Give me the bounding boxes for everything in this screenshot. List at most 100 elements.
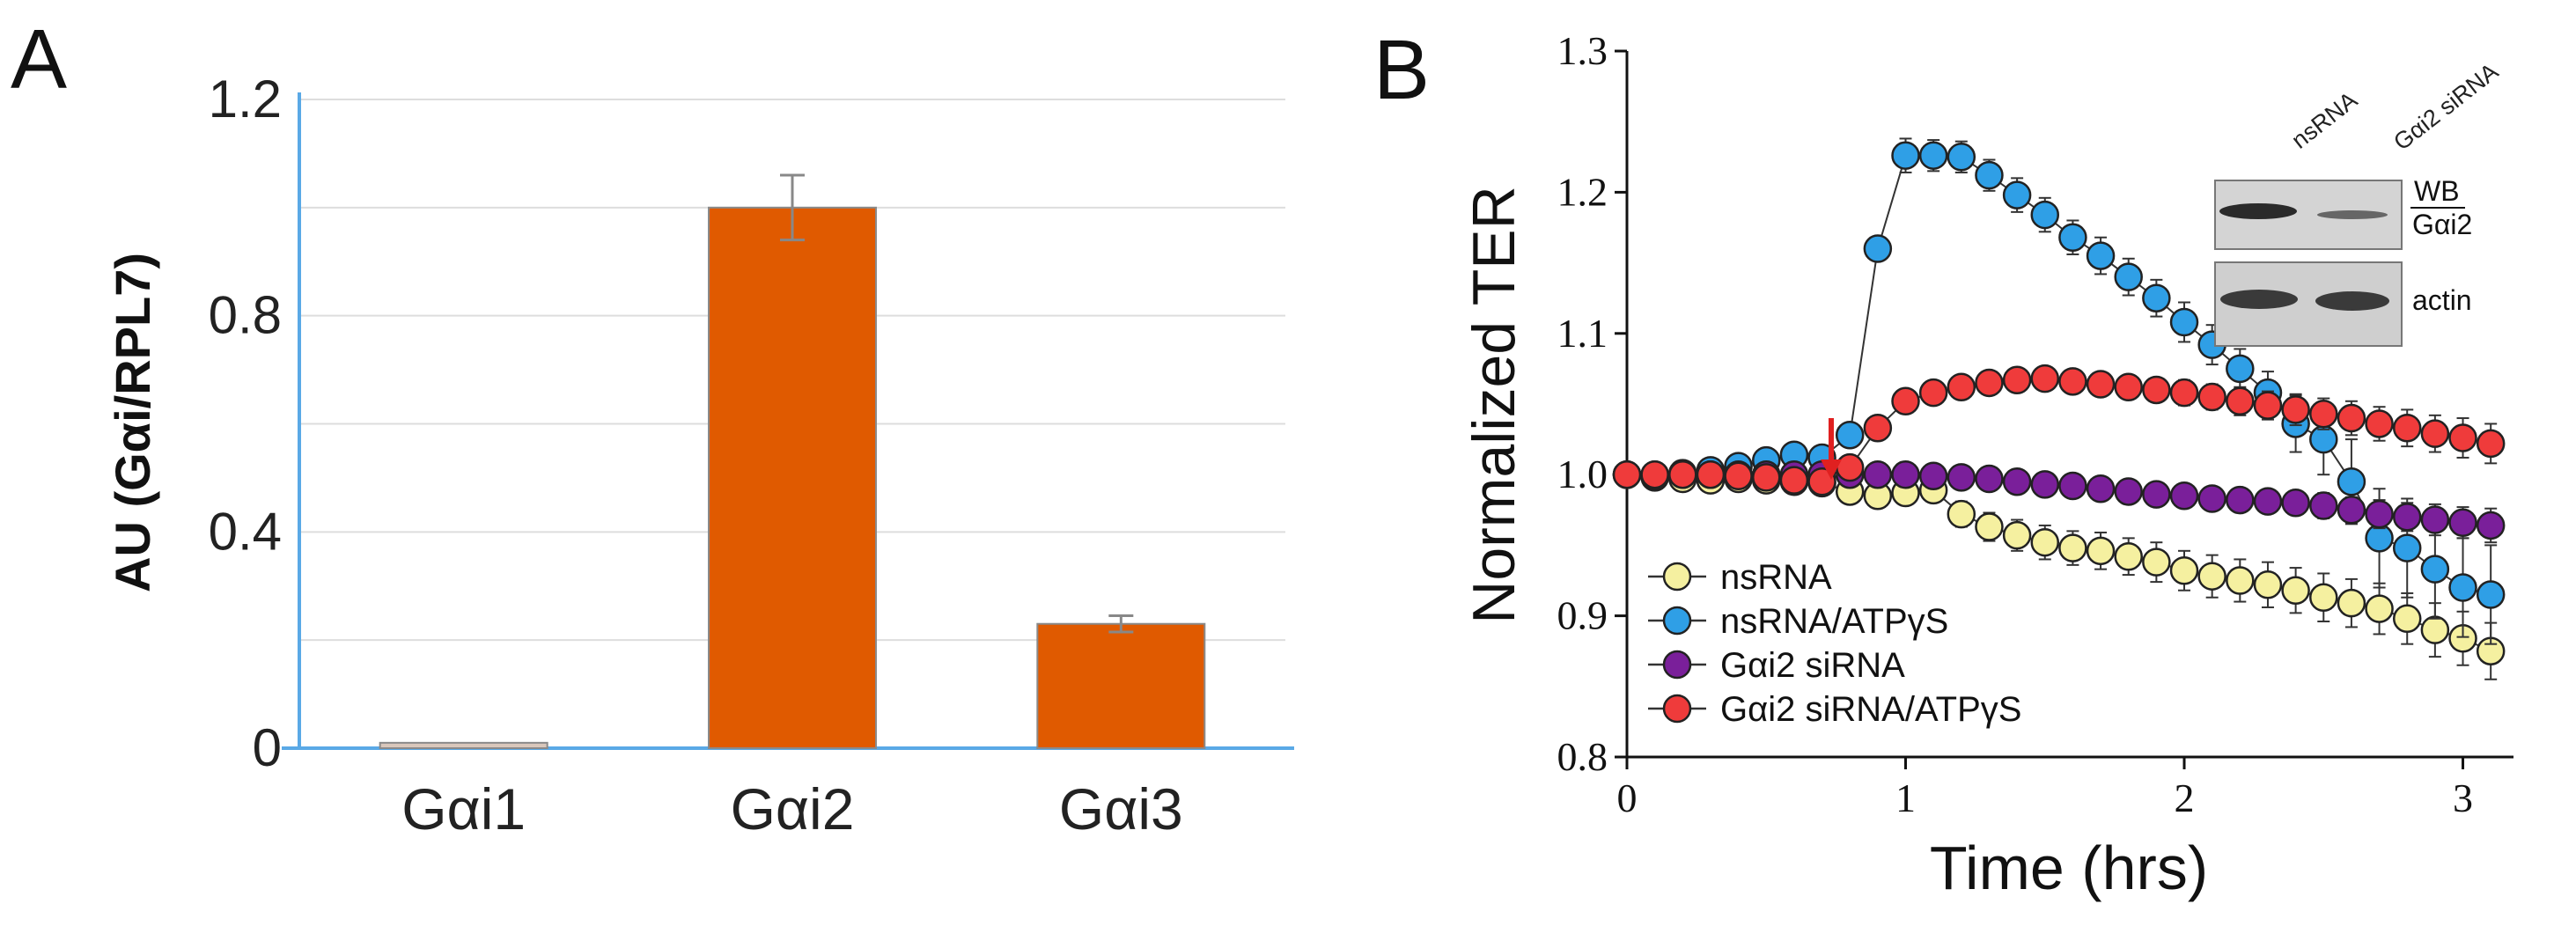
data-point (2448, 573, 2477, 602)
blot-column-nsrna: nsRNA (2286, 86, 2362, 153)
western-blot-inset: nsRNA Gαi2 siRNA WB Gαi2 actin (2214, 58, 2503, 347)
data-point (1724, 461, 1753, 491)
blot-title-wb: WB (2414, 175, 2460, 207)
data-point (2309, 583, 2338, 612)
data-point (2392, 604, 2422, 634)
data-point (2197, 484, 2226, 513)
data-point (2337, 467, 2366, 496)
data-point (2169, 378, 2199, 408)
data-point (2058, 223, 2087, 252)
data-point (1975, 368, 2004, 398)
data-point (2420, 615, 2450, 644)
data-point (2448, 423, 2477, 452)
blot-column-gai2-sirna: Gαi2 siRNA (2388, 58, 2503, 156)
data-point (1807, 467, 1836, 496)
y-tick-label-b: 0.8 (1557, 734, 1608, 779)
x-tick-labels-a: Gαi1 Gαi2 Gαi3 (401, 776, 1183, 841)
x-tick-label-a: Gαi2 (731, 776, 855, 841)
data-point (2337, 588, 2366, 618)
line-chart-panel-b: 0.8 0.9 1.0 1.1 1.2 1.3 0 1 2 3 Normalized TER T… (1461, 28, 2513, 902)
data-point (2420, 419, 2450, 448)
data-point (2142, 375, 2171, 405)
data-point (1863, 234, 1893, 263)
data-point (2420, 505, 2450, 534)
y-tick-label-b: 1.1 (1557, 311, 1608, 356)
data-point (2226, 566, 2255, 595)
data-point (2253, 487, 2283, 516)
data-point (1779, 466, 1809, 495)
y-axis-label-a: AU (Gαi/RPL7) (105, 253, 160, 592)
blot-row-gai2: Gαi2 (2412, 209, 2472, 240)
data-point (2337, 496, 2366, 525)
data-point (1947, 463, 1976, 492)
x-tick-label-b: 1 (1895, 775, 1916, 820)
legend-marker (1662, 694, 1692, 724)
data-point (2365, 499, 2394, 529)
data-point (2365, 409, 2394, 438)
data-point (1640, 459, 1669, 489)
data-point (2030, 364, 2060, 393)
data-point (2476, 580, 2506, 609)
blot-band-sirna-gai2 (2317, 210, 2388, 219)
legend-label: nsRNA (1720, 558, 1832, 597)
data-point (2476, 511, 2506, 540)
x-ticks-b: 0 1 2 3 (1617, 757, 2473, 820)
data-point (1975, 160, 2004, 190)
data-point (2114, 262, 2143, 291)
data-point (1891, 386, 1920, 416)
data-point (1918, 378, 1948, 408)
x-tick-label-a: Gαi1 (401, 776, 526, 841)
series-4 (1612, 364, 2506, 496)
data-point (2197, 382, 2226, 412)
legend-b: nsRNA nsRNA/ATPγS Gαi2 siRNA Gαi2 siRNA/ATP… (1648, 558, 2021, 729)
x-tick-label-b: 0 (1617, 775, 1638, 820)
y-ticks-a: 0 0.4 0.8 1.2 (209, 70, 282, 777)
data-point (2392, 503, 2422, 532)
y-tick-label-b: 1.3 (1557, 28, 1608, 73)
data-point (2030, 200, 2060, 230)
bar-2 (708, 206, 877, 750)
y-tick-label-b: 1.2 (1557, 169, 1608, 214)
y-tick-label-a: 0.4 (209, 502, 282, 561)
y-axis-label-b: Normalized TER (1461, 186, 1527, 624)
data-point (1975, 464, 2004, 494)
data-point (2281, 576, 2310, 605)
y-ticks-b: 0.8 0.9 1.0 1.1 1.2 1.3 (1557, 28, 1627, 779)
x-axis-label-b: Time (hrs) (1930, 834, 2208, 902)
bar-chart-panel-a: 0 0.4 0.8 1.2 Gαi1 Gαi2 Gαi3 AU (Gαi/RPL7) (105, 70, 1294, 841)
data-point (1835, 452, 1865, 482)
data-point (2058, 367, 2087, 396)
data-point (2058, 471, 2087, 501)
data-point (2086, 370, 2116, 399)
data-point (1696, 459, 1726, 489)
data-point (2281, 395, 2310, 424)
data-point (2058, 533, 2087, 562)
data-point (2337, 403, 2366, 433)
x-tick-label-b: 2 (2175, 775, 2195, 820)
data-point (1835, 421, 1865, 450)
data-point (2142, 480, 2171, 509)
data-point (1975, 512, 2004, 541)
y-tick-label-a: 0.8 (209, 286, 282, 345)
data-point (1891, 459, 1920, 489)
data-point (2086, 474, 2116, 503)
legend-marker (1662, 562, 1692, 592)
data-point (2142, 548, 2171, 577)
bar-3 (1036, 622, 1206, 749)
data-point (2309, 399, 2338, 429)
y-tick-label-b: 0.9 (1557, 593, 1608, 638)
data-point (2253, 570, 2283, 599)
data-point (2030, 470, 2060, 499)
y-tick-label-a: 1.2 (209, 70, 282, 129)
data-point (2197, 562, 2226, 591)
data-point (2114, 541, 2143, 571)
data-point (2309, 491, 2338, 520)
data-point (1918, 141, 1948, 170)
data-point (1891, 141, 1920, 170)
treatment-arrow (1821, 418, 1842, 480)
series-b (1612, 137, 2506, 680)
data-point (2365, 594, 2394, 623)
data-point (1947, 372, 1976, 402)
panel-b-label: B (1373, 23, 1430, 117)
